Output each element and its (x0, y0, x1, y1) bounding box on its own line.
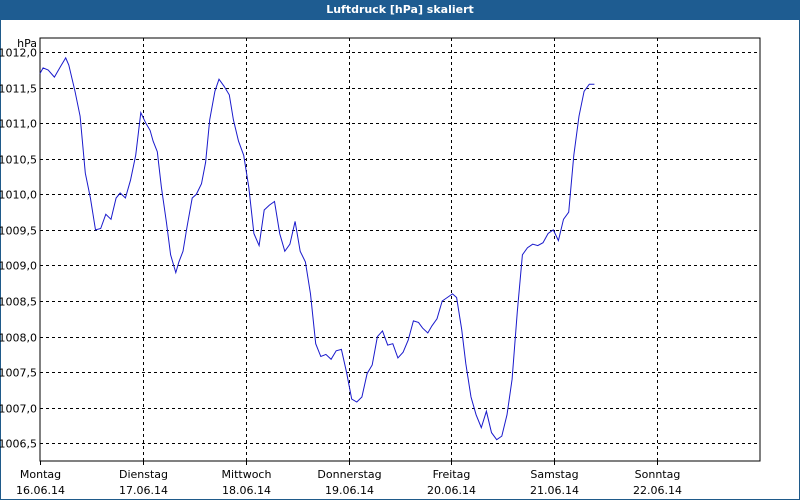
x-tick-label-date: 20.06.14 (427, 484, 476, 497)
x-tick-label-date: 16.06.14 (16, 484, 65, 497)
y-tick-label: 1007,0 (0, 403, 37, 416)
y-tick-label: 1011,0 (0, 118, 37, 131)
x-tick-label-date: 22.06.14 (633, 484, 682, 497)
y-tick-label: 1009,0 (0, 260, 37, 273)
x-tick-label-day: Dienstag (119, 468, 168, 481)
y-tick-label: 1009,5 (0, 225, 37, 238)
x-tick-label-date: 18.06.14 (222, 484, 271, 497)
y-tick-label: 1008,5 (0, 296, 37, 309)
x-tick-label-date: 17.06.14 (119, 484, 168, 497)
x-tick-label-day: Sonntag (635, 468, 681, 481)
y-tick-label: 1010,0 (0, 189, 37, 202)
x-tick-label-date: 19.06.14 (325, 484, 374, 497)
y-tick-label: 1008,0 (0, 332, 37, 345)
y-tick-label: 1007,5 (0, 367, 37, 380)
y-tick-label: 1012,0 (0, 47, 37, 60)
y-axis-unit: hPa (17, 37, 37, 50)
x-tick-label-date: 21.06.14 (530, 484, 579, 497)
x-tick-label-day: Donnerstag (317, 468, 381, 481)
y-tick-label: 1006,5 (0, 438, 37, 451)
x-tick-label-day: Montag (20, 468, 61, 481)
plot-area (39, 37, 761, 462)
y-tick-label: 1010,5 (0, 154, 37, 167)
x-tick-label-day: Freitag (433, 468, 471, 481)
chart-title: Luftdruck [hPa] skaliert (0, 0, 800, 20)
pressure-series-line (39, 56, 595, 441)
x-tick-label-day: Mittwoch (222, 468, 272, 481)
x-tick-label-day: Samstag (530, 468, 578, 481)
y-tick-label: 1011,5 (0, 83, 37, 96)
